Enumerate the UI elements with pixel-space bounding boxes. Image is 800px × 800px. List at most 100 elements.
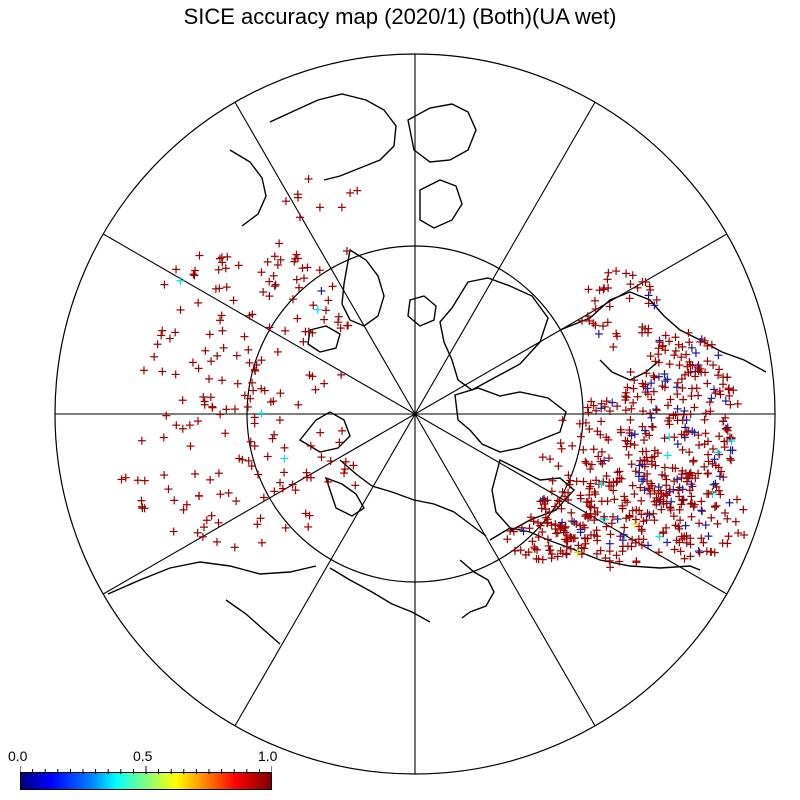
station-marker bbox=[671, 521, 680, 530]
station-marker bbox=[635, 506, 644, 515]
station-marker bbox=[644, 291, 653, 300]
station-marker bbox=[153, 340, 162, 349]
station-marker bbox=[562, 531, 571, 540]
station-marker bbox=[701, 520, 710, 529]
station-marker bbox=[649, 371, 658, 380]
station-marker bbox=[273, 347, 282, 356]
station-marker bbox=[580, 523, 589, 532]
station-marker bbox=[541, 513, 550, 522]
station-marker bbox=[658, 341, 667, 350]
station-marker bbox=[304, 174, 313, 183]
station-marker bbox=[558, 416, 567, 425]
station-marker bbox=[675, 505, 684, 514]
station-marker bbox=[579, 445, 588, 454]
station-marker bbox=[660, 471, 669, 480]
station-marker bbox=[659, 499, 668, 508]
station-marker bbox=[638, 277, 647, 286]
station-marker bbox=[660, 463, 669, 472]
station-marker bbox=[216, 410, 225, 419]
coastline bbox=[329, 567, 431, 623]
station-marker bbox=[627, 404, 636, 413]
station-marker bbox=[597, 417, 606, 426]
station-marker bbox=[626, 280, 635, 289]
station-marker bbox=[669, 512, 678, 521]
station-marker bbox=[506, 526, 515, 535]
station-marker bbox=[694, 547, 703, 556]
station-marker bbox=[630, 430, 639, 439]
station-marker bbox=[324, 477, 333, 486]
station-marker bbox=[638, 379, 647, 388]
station-marker bbox=[680, 554, 689, 563]
station-marker bbox=[676, 516, 685, 525]
station-marker bbox=[280, 454, 289, 463]
station-marker bbox=[525, 524, 534, 533]
station-marker bbox=[202, 516, 211, 525]
station-marker bbox=[245, 311, 254, 320]
station-marker bbox=[673, 416, 682, 425]
station-marker bbox=[642, 369, 651, 378]
station-marker bbox=[349, 461, 358, 470]
station-marker bbox=[672, 383, 681, 392]
station-marker bbox=[288, 295, 297, 304]
station-marker bbox=[633, 392, 642, 401]
station-marker bbox=[229, 296, 238, 305]
station-marker bbox=[639, 475, 648, 484]
station-marker bbox=[574, 541, 583, 550]
station-marker bbox=[644, 484, 653, 493]
station-marker bbox=[248, 378, 257, 387]
station-marker bbox=[637, 541, 646, 550]
station-marker bbox=[224, 488, 233, 497]
station-marker bbox=[326, 457, 335, 466]
station-marker bbox=[663, 538, 672, 547]
station-marker bbox=[636, 483, 645, 492]
station-marker bbox=[536, 521, 545, 530]
station-marker bbox=[652, 295, 661, 304]
station-marker bbox=[133, 476, 142, 485]
station-marker bbox=[295, 213, 304, 222]
coastlines bbox=[107, 93, 767, 645]
station-marker bbox=[265, 277, 274, 286]
station-marker bbox=[198, 532, 207, 541]
station-marker bbox=[592, 549, 601, 558]
station-marker bbox=[138, 504, 147, 513]
station-marker bbox=[270, 487, 279, 496]
station-marker bbox=[584, 408, 593, 417]
station-marker bbox=[249, 386, 258, 395]
station-marker bbox=[654, 548, 663, 557]
station-marker bbox=[665, 420, 674, 429]
station-marker bbox=[700, 440, 709, 449]
station-marker bbox=[695, 364, 704, 373]
station-marker bbox=[555, 521, 564, 530]
station-marker bbox=[683, 474, 692, 483]
station-marker bbox=[169, 527, 178, 536]
station-marker bbox=[646, 285, 655, 294]
station-marker bbox=[346, 188, 355, 197]
station-marker bbox=[689, 502, 698, 511]
station-marker bbox=[320, 379, 329, 388]
station-marker bbox=[654, 358, 663, 367]
station-marker bbox=[573, 548, 582, 557]
station-marker bbox=[715, 365, 724, 374]
station-marker bbox=[194, 364, 203, 373]
station-marker bbox=[565, 480, 574, 489]
station-marker bbox=[630, 441, 639, 450]
station-marker bbox=[176, 305, 185, 314]
station-marker bbox=[257, 538, 266, 547]
station-marker bbox=[580, 533, 589, 542]
station-marker bbox=[696, 337, 705, 346]
station-marker bbox=[194, 417, 203, 426]
station-marker bbox=[711, 389, 720, 398]
station-marker bbox=[553, 552, 562, 561]
station-marker bbox=[686, 410, 695, 419]
station-marker bbox=[647, 479, 656, 488]
station-marker bbox=[189, 270, 198, 279]
station-marker bbox=[622, 269, 631, 278]
station-marker bbox=[212, 537, 221, 546]
station-marker bbox=[335, 438, 344, 447]
station-marker bbox=[222, 405, 231, 414]
station-marker bbox=[193, 528, 202, 537]
station-marker bbox=[511, 546, 520, 555]
meridian-line bbox=[414, 413, 596, 727]
station-marker bbox=[270, 430, 279, 439]
station-marker bbox=[257, 409, 266, 418]
